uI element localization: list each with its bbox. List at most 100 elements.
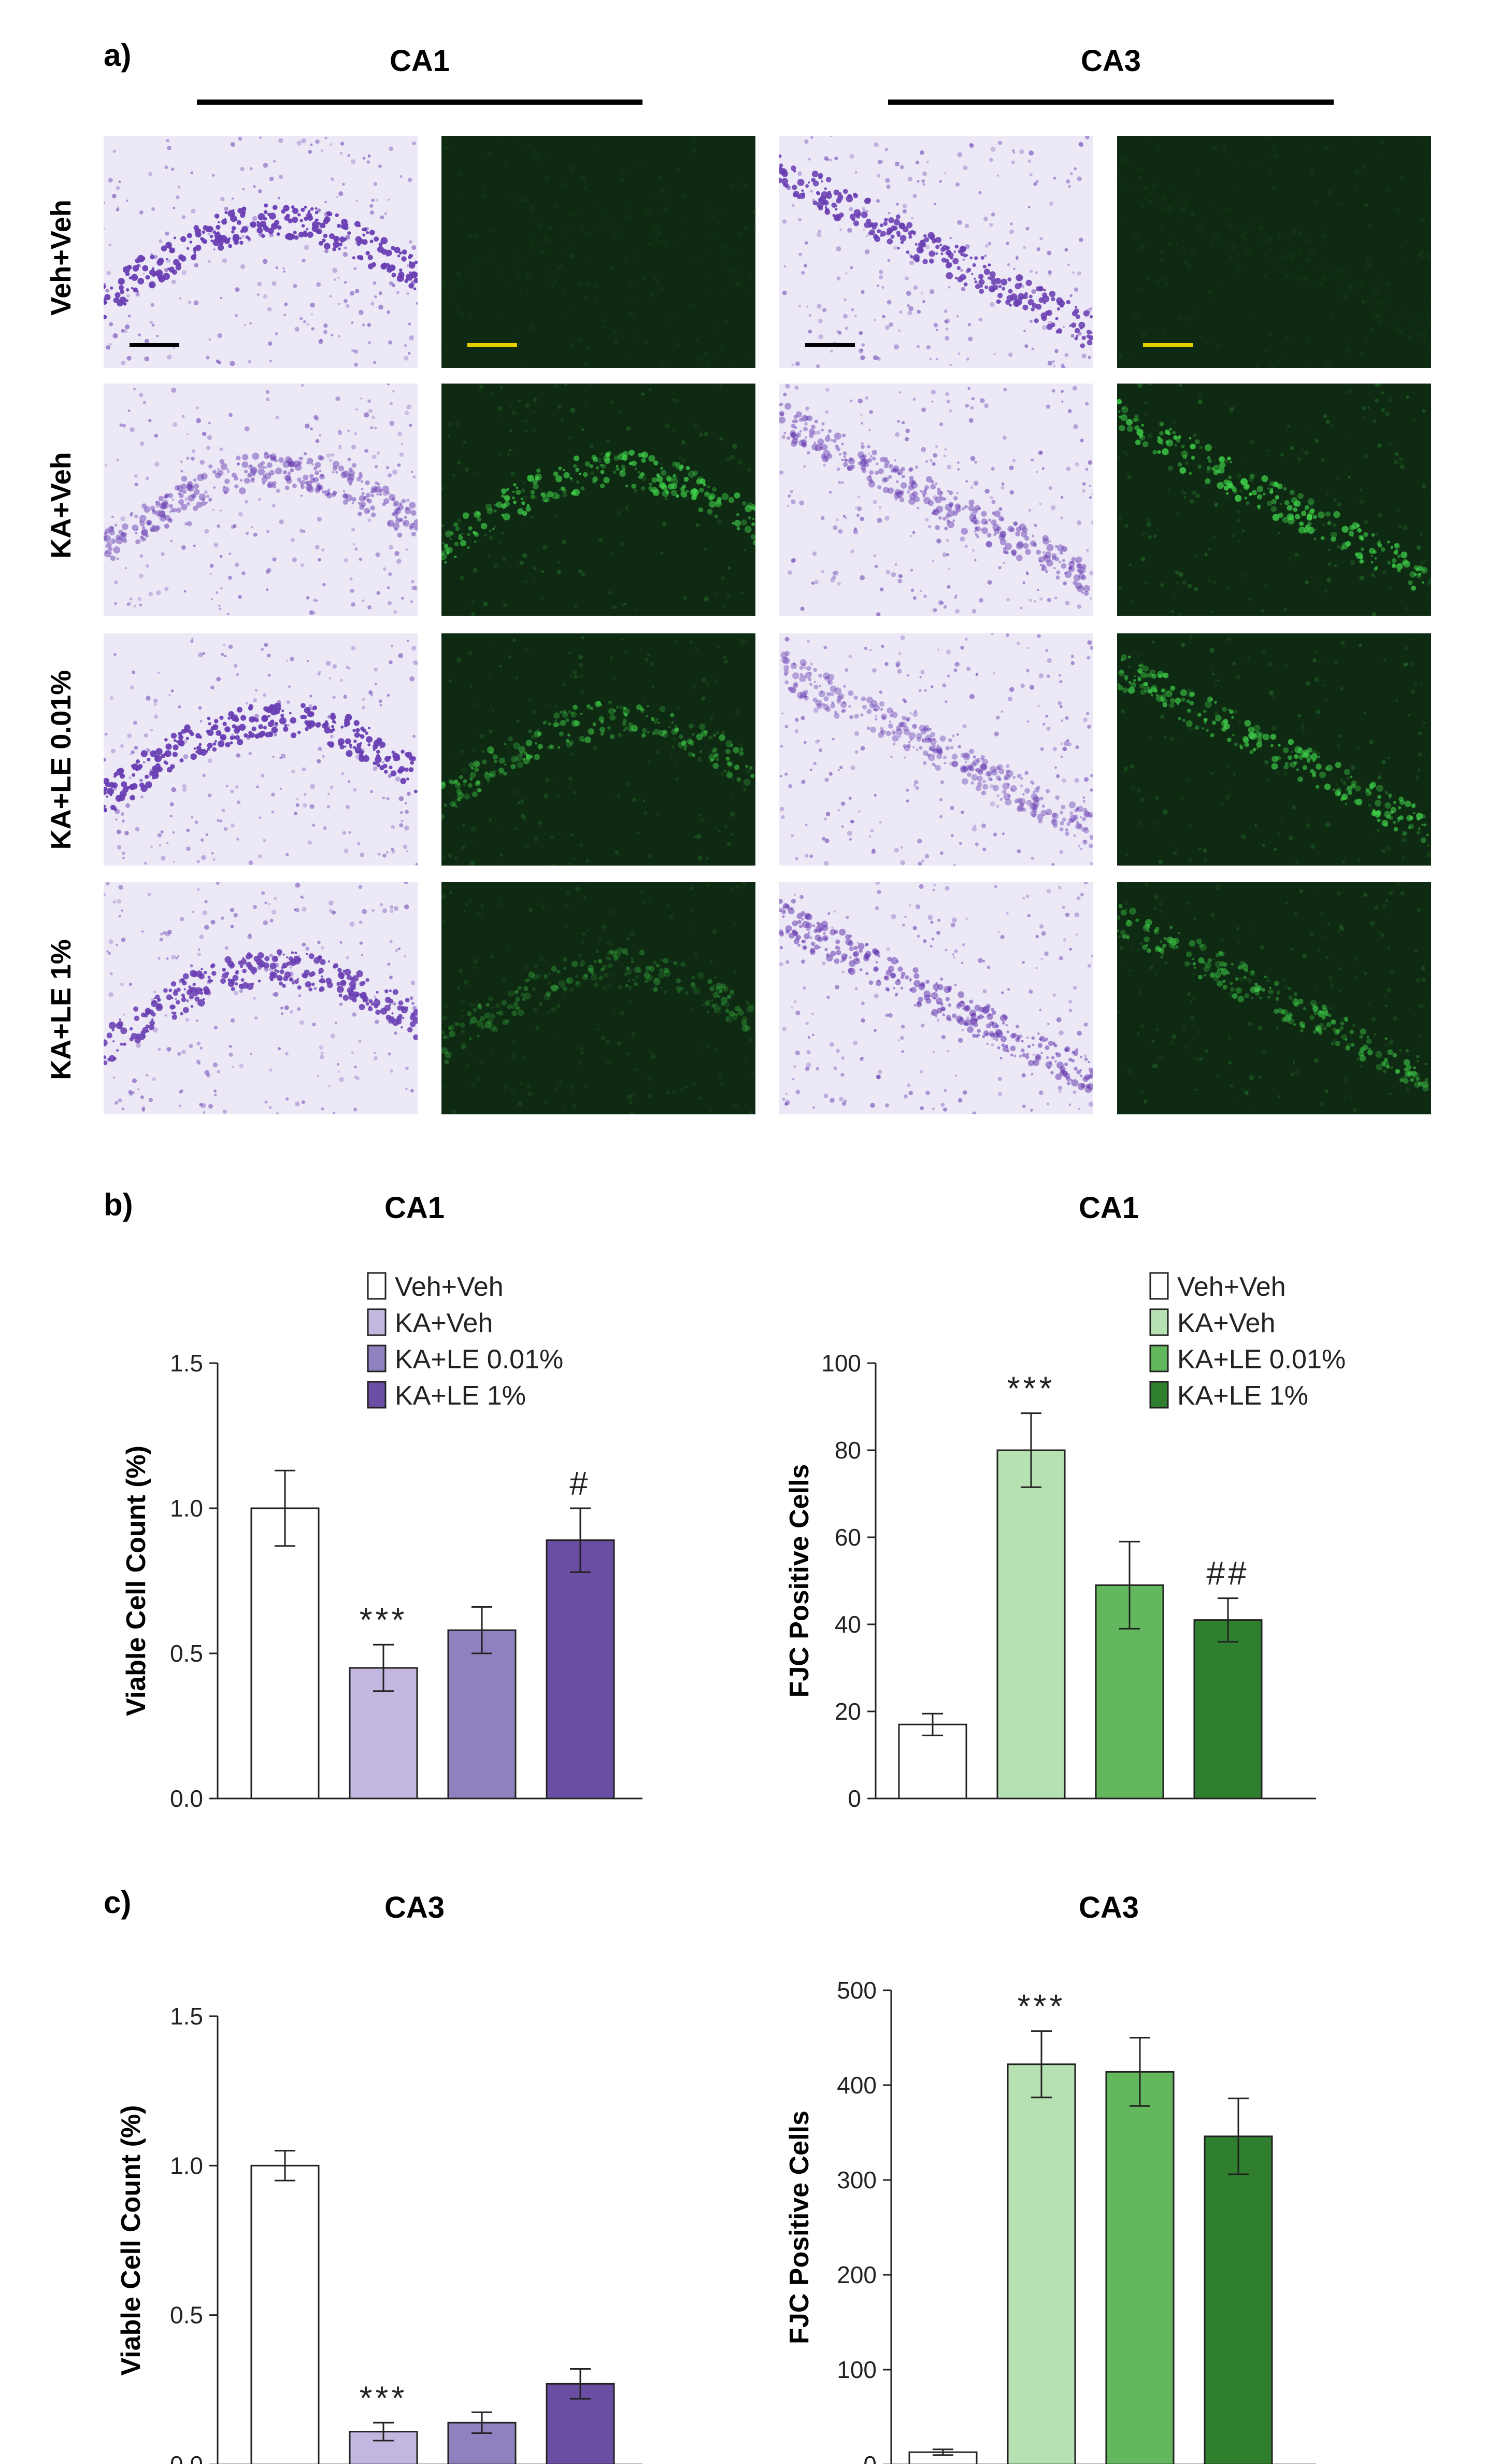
micrograph-ca1-nissl-ka-veh (104, 384, 418, 616)
y-tick-label: 1.5 (170, 2003, 203, 2030)
bar-1 (250, 2164, 320, 2464)
legend-label-1: Veh+Veh (395, 1272, 504, 1302)
chart-title: CA1 (1079, 1191, 1139, 1225)
micrograph-ca3-fjc-ka-veh (1117, 384, 1431, 616)
bar-4 (1193, 1619, 1263, 1800)
micrograph-ca3-fjc-veh-veh (1117, 136, 1431, 368)
error-bar-1 (933, 2448, 953, 2456)
y-tick-label: 400 (837, 2072, 877, 2099)
legend-label-3: KA+LE 0.01% (395, 1344, 563, 1375)
bar-3 (1105, 2071, 1175, 2464)
micrograph-ca3-nissl-ka-le-1 (779, 882, 1093, 1114)
y-tick-label: 0 (848, 1785, 861, 1812)
y-tick-label: 0.5 (170, 1640, 203, 1667)
y-tick-label: 0 (863, 2451, 877, 2464)
error-bar-1 (275, 2150, 295, 2182)
legend-swatch-3 (1149, 1344, 1169, 1372)
legend-label-4: KA+LE 1% (1177, 1381, 1308, 1411)
row-label-ka-le-001: KA+LE 0.01% (46, 670, 77, 850)
y-tick-label: 0.5 (170, 2302, 203, 2329)
bar-1 (250, 1507, 320, 1800)
micrograph-ca1-fjc-veh-veh (441, 136, 755, 368)
y-tick-label: 300 (837, 2166, 877, 2193)
micrograph-ca1-nissl-veh-veh (104, 136, 418, 368)
significance-marker-4: ## (1206, 1555, 1249, 1592)
chart-b-right: CA1 0 20 40 60 80 100 FJC Positive Cells *** ## Ve… (784, 1191, 1346, 1812)
micrograph-ca3-nissl-veh-veh (779, 136, 1093, 368)
bar-1 (898, 1723, 967, 1800)
y-axis-label: Viable Cell Count (%) (116, 2105, 146, 2376)
y-axis-label: Viable Cell Count (%) (121, 1446, 151, 1716)
bar-4 (546, 1539, 615, 1800)
error-bar-3 (471, 1606, 492, 1654)
legend-label-2: KA+Veh (1177, 1308, 1275, 1338)
y-tick-label: 80 (835, 1437, 861, 1464)
micrograph-ca3-nissl-ka-le-001 (779, 633, 1093, 866)
error-bar-2 (1021, 1412, 1041, 1488)
chart-title: CA1 (384, 1191, 445, 1225)
legend-label-3: KA+LE 0.01% (1177, 1344, 1346, 1375)
micrograph-ca1-nissl-ka-le-001 (104, 633, 418, 866)
y-tick-label: 200 (837, 2261, 877, 2288)
legend-swatch-2 (367, 1308, 387, 1336)
legend-swatch-2 (1149, 1308, 1169, 1336)
row-label-ka-veh: KA+Veh (46, 452, 77, 559)
legend-swatch-4 (367, 1381, 387, 1409)
y-tick-label: 1.0 (170, 1495, 203, 1522)
micrograph-ca1-fjc-ka-le-1 (441, 882, 755, 1114)
y-tick-label: 0.0 (170, 2451, 203, 2464)
chart-title: CA3 (384, 1891, 445, 1924)
y-tick-label: 1.0 (170, 2152, 203, 2179)
y-tick-label: 60 (835, 1524, 861, 1551)
y-tick-label: 100 (821, 1350, 861, 1377)
micrograph-ca3-nissl-ka-veh (779, 384, 1093, 616)
micrograph-ca3-fjc-ka-le-001 (1117, 633, 1431, 866)
significance-marker-2: *** (360, 2379, 408, 2416)
error-bar-1 (922, 1712, 943, 1736)
micrograph-ca3-fjc-ka-le-1 (1117, 882, 1431, 1114)
significance-marker-2: *** (1018, 1988, 1066, 2025)
row-label-veh-veh: Veh+Veh (46, 200, 77, 316)
column-title-ca1: CA1 (389, 44, 450, 78)
error-bar-4 (570, 1507, 591, 1573)
scale-bar (130, 343, 179, 347)
y-tick-label: 1.5 (170, 1350, 203, 1377)
chart-c-right: CA3 0 100 200 300 400 500 FJC Positive Cells *** (784, 1891, 1316, 2464)
error-bar-3 (1130, 2037, 1150, 2107)
legend-label-2: KA+Veh (395, 1308, 493, 1338)
legend-swatch-1 (367, 1272, 387, 1300)
legend-label-4: KA+LE 1% (395, 1381, 526, 1411)
chart-b-left: CA1 0.0 0.5 1.0 1.5 Viable Cell Count (%) *** #… (121, 1191, 642, 1812)
column-title-ca1-rule (197, 100, 642, 105)
significance-marker-2: *** (360, 1601, 408, 1638)
panel-c-label: c) (104, 1885, 132, 1920)
bar-2 (996, 1449, 1066, 1800)
scale-bar (805, 343, 855, 347)
scale-bar (467, 343, 517, 347)
legend-swatch-3 (367, 1344, 387, 1372)
bar-3 (447, 1629, 517, 1800)
column-title-ca3: CA3 (1080, 44, 1141, 78)
error-bar-2 (1031, 2030, 1052, 2099)
micrograph-ca1-fjc-ka-le-001 (441, 633, 755, 866)
chart-c-left: CA3 0.0 0.5 1.0 1.5 Viable Cell Count (%) *** (116, 1891, 642, 2464)
error-bar-4 (570, 2368, 591, 2400)
error-bar-2 (373, 2421, 394, 2442)
bar-2 (1007, 2063, 1076, 2464)
micrograph-ca1-nissl-ka-le-1 (104, 882, 418, 1114)
significance-marker-2: *** (1007, 1370, 1055, 1407)
significance-marker-4: # (569, 1465, 591, 1502)
legend-swatch-4 (1149, 1381, 1169, 1409)
scale-bar (1143, 343, 1193, 347)
error-bar-4 (1218, 1597, 1238, 1643)
y-tick-label: 100 (837, 2356, 877, 2383)
error-bar-2 (373, 1644, 394, 1692)
y-tick-label: 0.0 (170, 1785, 203, 1812)
chart-title: CA3 (1079, 1891, 1139, 1924)
error-bar-3 (1119, 1540, 1140, 1630)
panel-b-label: b) (104, 1187, 133, 1222)
error-bar-4 (1228, 2098, 1249, 2175)
micrograph-ca1-fjc-ka-veh (441, 384, 755, 616)
column-title-ca3-rule (888, 100, 1334, 105)
y-tick-label: 500 (837, 1977, 877, 2004)
